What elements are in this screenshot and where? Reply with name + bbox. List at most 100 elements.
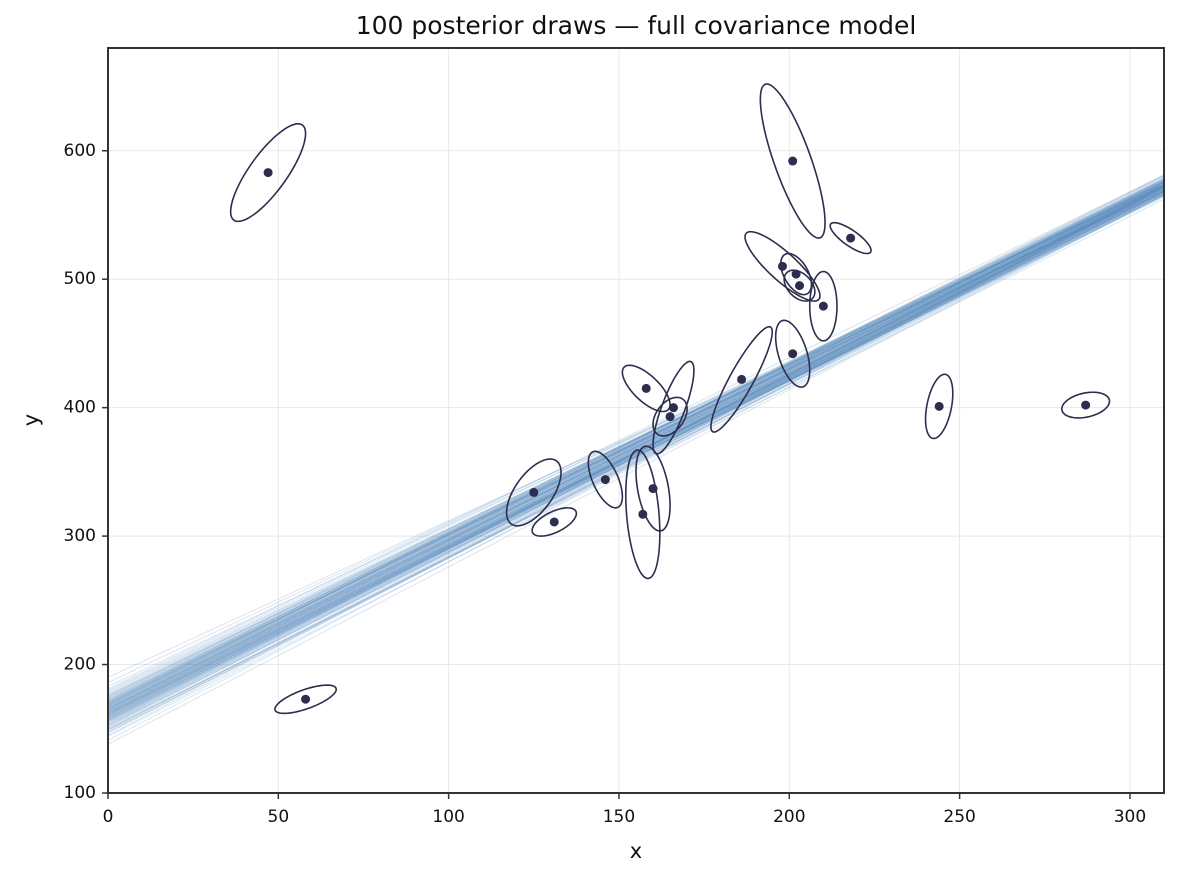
- posterior-draw: [108, 180, 1164, 691]
- data-point: [549, 517, 559, 527]
- data-point: [777, 261, 787, 271]
- data-point: [600, 475, 610, 485]
- error-ellipse: [710, 325, 774, 433]
- posterior-draw: [108, 188, 1164, 708]
- posterior-draw: [108, 175, 1164, 703]
- x-tick-label: 200: [773, 807, 805, 827]
- posterior-draw: [108, 187, 1164, 711]
- posterior-draw: [108, 174, 1164, 690]
- posterior-draw: [108, 182, 1164, 705]
- posterior-draw: [108, 179, 1164, 711]
- posterior-draw: [108, 184, 1164, 720]
- data-point: [934, 401, 944, 411]
- posterior-draw: [108, 183, 1164, 707]
- posterior-draw: [108, 181, 1164, 713]
- error-ellipse: [924, 373, 954, 440]
- posterior-draw: [108, 181, 1164, 717]
- posterior-draw: [108, 186, 1164, 702]
- error-ellipse: [829, 221, 872, 255]
- data-point: [788, 349, 798, 359]
- posterior-draw: [108, 190, 1164, 722]
- posterior-draw: [108, 187, 1164, 718]
- posterior-draw: [108, 190, 1164, 705]
- data-point: [788, 156, 798, 166]
- posterior-draw: [108, 185, 1164, 729]
- error-ellipse: [531, 507, 578, 537]
- data-point: [638, 509, 648, 519]
- data-point: [665, 412, 675, 422]
- posterior-draw: [108, 186, 1164, 709]
- posterior-draw: [108, 189, 1164, 725]
- posterior-draw: [108, 196, 1164, 716]
- plot-frame: [107, 47, 1165, 794]
- posterior-draw: [108, 184, 1164, 712]
- error-ellipse: [652, 396, 688, 437]
- error-ellipse: [783, 269, 816, 302]
- posterior-draw: [108, 184, 1164, 720]
- error-ellipse: [1061, 391, 1111, 419]
- posterior-draw: [108, 193, 1164, 721]
- posterior-draw: [108, 193, 1164, 717]
- data-point: [668, 403, 678, 413]
- posterior-draw: [108, 182, 1164, 702]
- posterior-draw: [108, 184, 1164, 708]
- posterior-draw: [108, 184, 1164, 687]
- posterior-draw: [108, 185, 1164, 721]
- data-point: [263, 168, 273, 178]
- posterior-draw: [108, 185, 1164, 700]
- posterior-draw: [108, 192, 1164, 727]
- data-point: [648, 484, 658, 494]
- posterior-draw: [108, 182, 1164, 722]
- posterior-draw: [108, 187, 1164, 699]
- posterior-draw: [108, 185, 1164, 693]
- data-point: [529, 487, 539, 497]
- posterior-draw: [108, 195, 1164, 718]
- posterior-draw: [108, 187, 1164, 731]
- posterior-draw: [108, 182, 1164, 694]
- y-tick-label: 300: [64, 526, 96, 546]
- posterior-draw: [108, 188, 1164, 720]
- posterior-draw: [108, 181, 1164, 696]
- posterior-draw: [108, 192, 1164, 716]
- posterior-draw: [108, 186, 1164, 726]
- posterior-draw: [108, 176, 1164, 704]
- posterior-draw: [108, 183, 1164, 711]
- posterior-draw: [108, 190, 1164, 709]
- posterior-draw: [108, 181, 1164, 725]
- posterior-draw: [108, 192, 1164, 723]
- data-point: [641, 383, 651, 393]
- posterior-draw: [108, 188, 1164, 716]
- error-ellipse: [274, 684, 338, 715]
- posterior-draw: [108, 183, 1164, 695]
- posterior-draw: [108, 186, 1164, 722]
- posterior-draw: [108, 186, 1164, 709]
- posterior-draw: [108, 189, 1164, 721]
- posterior-draw: [108, 184, 1164, 723]
- error-ellipse: [587, 450, 624, 509]
- posterior-draw: [108, 182, 1164, 698]
- error-ellipse: [229, 123, 307, 223]
- posterior-draw: [108, 175, 1164, 707]
- posterior-draw: [108, 180, 1164, 712]
- posterior-draw: [108, 180, 1164, 704]
- y-tick-label: 400: [64, 398, 96, 418]
- x-axis-label: x: [630, 839, 642, 863]
- posterior-draw: [108, 191, 1164, 718]
- posterior-draw: [108, 191, 1164, 714]
- y-tick-label: 200: [64, 655, 96, 675]
- posterior-draw: [108, 193, 1164, 713]
- x-tick-label: 50: [268, 807, 290, 827]
- posterior-draw: [108, 189, 1164, 696]
- posterior-draw: [108, 186, 1164, 734]
- error-ellipse: [808, 270, 838, 342]
- posterior-draw: [108, 185, 1164, 736]
- posterior-draw: [108, 191, 1164, 678]
- x-tick-label: 150: [603, 807, 635, 827]
- data-point: [1081, 400, 1091, 410]
- posterior-draw: [108, 190, 1164, 726]
- data-point: [737, 374, 747, 384]
- posterior-draw: [108, 178, 1164, 698]
- posterior-draw: [108, 195, 1164, 714]
